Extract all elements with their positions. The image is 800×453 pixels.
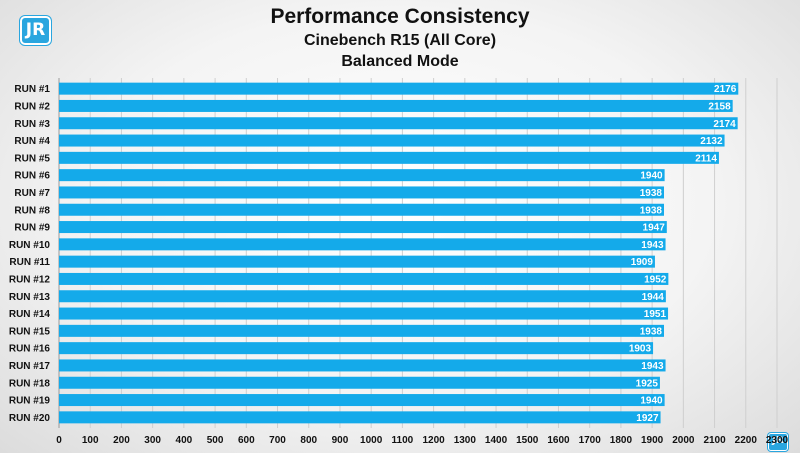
chart-subtitle-mode: Balanced Mode	[341, 53, 459, 70]
chart-titles: Performance Consistency Cinebench R15 (A…	[0, 4, 800, 72]
category-label: RUN #1	[14, 84, 50, 95]
data-label: 1938	[640, 188, 663, 199]
category-label: RUN #10	[9, 240, 51, 251]
bar	[59, 394, 665, 407]
category-label: RUN #20	[9, 413, 51, 424]
x-tick-label: 2200	[735, 435, 758, 446]
x-tick-label: 600	[238, 435, 255, 446]
bar	[59, 99, 733, 112]
data-label: 1944	[642, 292, 665, 303]
category-label: RUN #19	[9, 396, 51, 407]
bar	[59, 117, 738, 130]
bar	[59, 342, 654, 355]
x-tick-label: 1000	[360, 435, 383, 446]
x-tick-label: 300	[144, 435, 161, 446]
bar	[59, 82, 739, 95]
category-label: RUN #4	[14, 136, 50, 147]
x-tick-label: 2000	[672, 435, 695, 446]
bar	[59, 359, 666, 372]
category-label: RUN #18	[9, 378, 51, 389]
jr-logo: JR	[20, 16, 51, 45]
category-label: RUN #9	[14, 223, 50, 234]
x-tick-label: 900	[332, 435, 349, 446]
category-label: RUN #13	[9, 292, 51, 303]
x-tick-label: 2300	[766, 435, 789, 446]
bar	[59, 307, 669, 320]
data-label: 1909	[631, 257, 654, 268]
x-tick-label: 2100	[703, 435, 726, 446]
jr-watermark-text: JR	[772, 435, 784, 446]
chart-title: Performance Consistency	[270, 5, 530, 28]
bar	[59, 376, 660, 389]
category-label: RUN #8	[14, 205, 50, 216]
x-tick-label: 200	[113, 435, 130, 446]
category-label: RUN #5	[14, 153, 50, 164]
category-label: RUN #12	[9, 274, 51, 285]
x-tick-label: 1300	[454, 435, 477, 446]
data-label: 1938	[640, 326, 663, 337]
data-label: 1940	[640, 171, 663, 182]
x-tick-label: 1100	[392, 435, 414, 446]
x-tick-label: 1700	[579, 435, 602, 446]
data-label: 1943	[641, 240, 664, 251]
bar	[59, 255, 655, 268]
category-label: RUN #15	[9, 326, 51, 337]
jr-logo-text: JR	[25, 20, 46, 40]
x-tick-label: 1900	[641, 435, 664, 446]
data-label: 1927	[636, 413, 659, 424]
x-tick-label: 1200	[422, 435, 445, 446]
data-label: 2114	[695, 153, 717, 164]
bar	[59, 151, 719, 164]
category-label: RUN #2	[14, 101, 50, 112]
data-label: 1947	[643, 223, 666, 234]
bar	[59, 203, 664, 216]
data-label: 1952	[644, 274, 667, 285]
chart-subtitle: Cinebench R15 (All Core)	[303, 32, 497, 49]
jr-watermark-logo: JR	[768, 433, 788, 451]
x-tick-label: 400	[176, 435, 193, 446]
bar	[59, 324, 664, 337]
x-tick-label: 1800	[610, 435, 633, 446]
data-label: 1940	[640, 396, 663, 407]
category-label: RUN #11	[9, 257, 50, 268]
bar	[59, 238, 666, 251]
bar	[59, 290, 666, 303]
category-label: RUN #14	[9, 309, 51, 320]
data-label: 2158	[708, 101, 731, 112]
data-label: 1938	[640, 205, 663, 216]
category-label: RUN #7	[14, 188, 50, 199]
data-label: 1925	[636, 378, 659, 389]
data-label: 1951	[644, 309, 667, 320]
data-label: 1943	[641, 361, 664, 372]
data-label: 2176	[714, 84, 737, 95]
bar	[59, 169, 665, 182]
x-tick-label: 0	[56, 435, 62, 446]
category-label: RUN #3	[14, 119, 50, 130]
x-tick-label: 500	[207, 435, 224, 446]
data-label: 1903	[629, 344, 652, 355]
bar	[59, 272, 669, 285]
category-label: RUN #16	[9, 344, 51, 355]
bar	[59, 221, 667, 234]
x-tick-label: 800	[300, 435, 317, 446]
x-tick-label: 1400	[485, 435, 508, 446]
x-tick-label: 700	[269, 435, 286, 446]
x-tick-label: 1600	[547, 435, 570, 446]
bar	[59, 411, 661, 424]
data-label: 2174	[713, 119, 736, 130]
bar	[59, 134, 725, 147]
category-label: RUN #6	[14, 171, 50, 182]
bar	[59, 186, 664, 199]
x-tick-label: 100	[82, 435, 99, 446]
category-label: RUN #17	[9, 361, 51, 372]
data-label: 2132	[700, 136, 723, 147]
x-tick-label: 1500	[516, 435, 539, 446]
